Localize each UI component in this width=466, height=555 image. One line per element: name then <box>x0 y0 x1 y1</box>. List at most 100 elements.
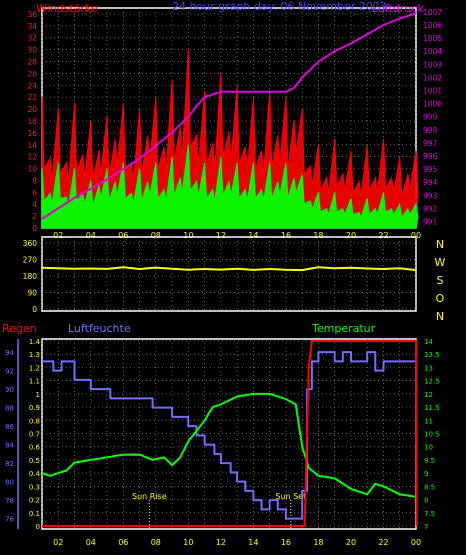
direction-tick-label: 90 <box>27 289 37 298</box>
rain-tick-label: 0.8 <box>29 417 40 425</box>
humidity-tick-label: 92 <box>5 368 14 376</box>
humidity-tick-label: 90 <box>5 386 14 394</box>
pressure-tick-label: 999 <box>423 113 438 122</box>
wind-tick-label: 36 <box>27 10 37 19</box>
hour-tick-label: 12 <box>216 538 226 547</box>
pressure-tick-label: 1004 <box>423 47 442 56</box>
graph-header: 24 hour graph day: 06 November 2023 <box>172 0 387 13</box>
humidity-label: Luftfeuchte <box>68 322 131 335</box>
pressure-tick-label: 994 <box>423 178 438 187</box>
hour-tick-label: 12 <box>216 231 226 240</box>
humidity-tick-label: 80 <box>5 479 14 487</box>
hour-tick-label: 18 <box>313 538 323 547</box>
wind-tick-label: 16 <box>27 129 37 138</box>
direction-axis-ticks: 0 90 180 270 360 <box>23 239 38 314</box>
rain-tick-label: 1.4 <box>29 338 41 346</box>
hour-tick-label: 06 <box>118 538 128 547</box>
rain-tick-label: 0.9 <box>29 404 40 412</box>
rain-tick-label: 0.2 <box>29 497 40 505</box>
rain-axis-ticks: 0 0.1 0.2 0.3 0.4 0.5 0.6 0.7 0.8 0.9 1 1.1 1.2 1.3 1.… <box>29 338 41 531</box>
humidity-tick-label: 86 <box>5 423 14 431</box>
temperature-tick-label: 11 <box>424 417 433 425</box>
wind-tick-label: 24 <box>27 81 37 90</box>
pressure-tick-label: 1002 <box>423 73 442 82</box>
direction-tick-label: 0 <box>32 305 37 314</box>
wind-pressure-x-axis-ticks: 02 04 06 08 10 12 14 16 18 20 22 00 <box>53 231 421 240</box>
hour-tick-label: 10 <box>183 231 193 240</box>
hour-tick-label: 22 <box>378 231 388 240</box>
wind-direction-frame <box>41 236 417 312</box>
rain-tick-label: 0.4 <box>29 470 41 478</box>
hour-tick-label: 20 <box>346 231 356 240</box>
pressure-tick-label: 1006 <box>423 21 442 30</box>
temperature-tick-label: 7.5 <box>424 510 435 518</box>
rain-tick-label: 1.3 <box>29 351 40 359</box>
wind-pressure-grid <box>41 8 417 229</box>
humidity-line <box>42 351 416 520</box>
wind-direction-line <box>41 266 417 272</box>
hour-tick-label: 20 <box>346 538 356 547</box>
wind-tick-label: 12 <box>27 153 37 162</box>
rain-tick-label: 0.7 <box>29 431 40 439</box>
humidity-tick-label: 82 <box>5 460 14 468</box>
temperature-tick-label: 10 <box>424 444 433 452</box>
temperature-tick-label: 9.5 <box>424 457 435 465</box>
hour-tick-label: 04 <box>86 231 96 240</box>
hour-tick-label: 14 <box>248 538 258 547</box>
pressure-tick-label: 1001 <box>423 87 442 96</box>
temperature-tick-label: 10.5 <box>424 431 440 439</box>
pressure-label: Luftdruck <box>372 2 424 15</box>
wind-tick-label: 34 <box>27 22 37 31</box>
wind-tick-label: 4 <box>32 200 37 209</box>
wind-direction-grid <box>41 237 417 311</box>
pressure-axis-ticks: 991 992 993 994 995 996 997 998 999 1000 1001 1002 1… <box>423 8 442 227</box>
rain-tick-label: 0.6 <box>29 444 41 452</box>
temperature-tick-label: 13.5 <box>424 351 440 359</box>
wind-tick-label: 0 <box>32 224 37 233</box>
hour-tick-label: 06 <box>118 231 128 240</box>
humidity-tick-label: 94 <box>5 349 14 357</box>
pressure-tick-label: 1007 <box>423 8 442 17</box>
temperature-tick-label: 9 <box>424 470 428 478</box>
hour-tick-label: 22 <box>378 538 388 547</box>
compass-label: O <box>436 292 445 305</box>
rain-tick-label: 0.3 <box>29 483 40 491</box>
sunrise-label: Sun Rise <box>132 492 167 501</box>
sunset-label: Sun Set <box>275 492 306 501</box>
wind-tick-label: 22 <box>27 93 37 102</box>
compass-label: W <box>435 256 446 269</box>
wind-tick-label: 14 <box>27 141 37 150</box>
pressure-tick-label: 998 <box>423 126 438 135</box>
wind-tick-label: 2 <box>32 212 37 221</box>
direction-tick-label: 360 <box>23 239 38 248</box>
humidity-tick-label: 76 <box>5 516 14 524</box>
direction-tick-label: 180 <box>23 272 38 281</box>
compass-label: S <box>437 274 444 287</box>
wind-direction-series <box>41 266 417 272</box>
temperature-tick-label: 14 <box>424 338 433 346</box>
humidity-tick-label: 84 <box>5 442 14 450</box>
sun-annotations: Sun Rise Sun Set <box>132 492 306 529</box>
wind-tick-label: 28 <box>27 58 37 67</box>
rain-line <box>42 340 418 527</box>
rain-humidity-temperature-panel: Sun Rise Sun Set 0 0.1 0.2 0.3 0.4 0.5 0.6 0.7 0.… <box>2 322 440 547</box>
rain-label: Regen <box>2 322 37 335</box>
humidity-tick-label: 78 <box>5 497 14 505</box>
pressure-tick-label: 997 <box>423 139 438 148</box>
pressure-tick-label: 996 <box>423 152 438 161</box>
hour-tick-label: 16 <box>281 538 291 547</box>
temperature-line <box>41 392 417 498</box>
rain-humidity-temperature-grid <box>41 339 417 529</box>
humidity-axis-ticks: 76 78 80 82 84 86 88 90 92 94 <box>5 339 19 529</box>
rain-tick-label: 1 <box>36 391 40 399</box>
humidity-tick-label: 88 <box>5 405 14 413</box>
pressure-tick-label: 995 <box>423 165 438 174</box>
rain-tick-label: 0 <box>36 523 40 531</box>
wind-gust-series <box>41 49 419 229</box>
temperature-tick-label: 11.5 <box>424 404 440 412</box>
wind-tick-label: 18 <box>27 117 37 126</box>
pressure-tick-label: 991 <box>423 217 438 226</box>
